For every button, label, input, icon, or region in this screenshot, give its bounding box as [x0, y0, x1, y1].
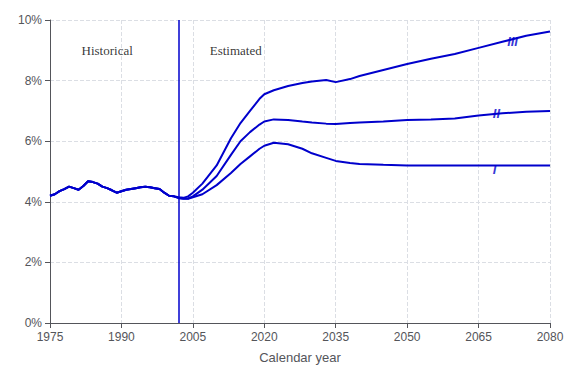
svg-text:I: I — [492, 162, 497, 178]
svg-text:2005: 2005 — [180, 330, 207, 344]
svg-text:2035: 2035 — [322, 330, 349, 344]
svg-text:Historical: Historical — [82, 43, 134, 58]
svg-text:Calendar year: Calendar year — [259, 350, 341, 365]
svg-text:8%: 8% — [25, 74, 43, 88]
svg-text:1990: 1990 — [108, 330, 135, 344]
svg-text:2%: 2% — [25, 255, 43, 269]
svg-text:2050: 2050 — [394, 330, 421, 344]
svg-text:2080: 2080 — [537, 330, 564, 344]
svg-text:2020: 2020 — [251, 330, 278, 344]
svg-text:2065: 2065 — [465, 330, 492, 344]
svg-text:Estimated: Estimated — [210, 43, 262, 58]
svg-text:6%: 6% — [25, 134, 43, 148]
svg-text:0%: 0% — [25, 316, 43, 330]
svg-text:10%: 10% — [18, 13, 42, 27]
svg-text:II: II — [492, 105, 501, 121]
svg-text:4%: 4% — [25, 195, 43, 209]
svg-text:1975: 1975 — [37, 330, 64, 344]
svg-text:III: III — [507, 34, 518, 49]
